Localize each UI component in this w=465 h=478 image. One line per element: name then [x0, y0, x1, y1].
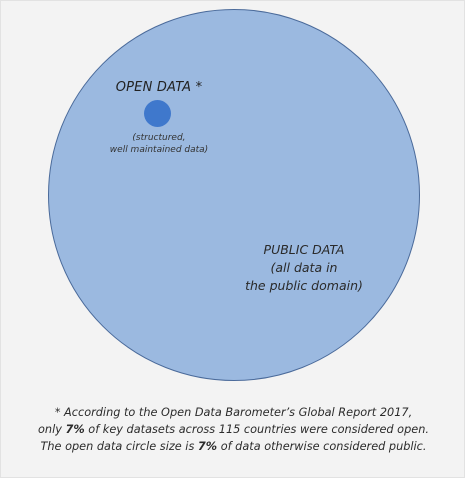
public-data-description-line2: the public domain) [245, 278, 363, 293]
public-data-title: PUBLIC DATA [263, 242, 345, 257]
public-data-circle [48, 9, 420, 381]
open-data-description-line2: well maintained data) [109, 145, 209, 155]
footnote-line3-pre: The open data circle size is [40, 440, 198, 453]
footnote-line2: only 7% of key datasets across 115 count… [9, 421, 458, 438]
public-data-label: PUBLIC DATA (all data in the public doma… [234, 241, 374, 295]
footnote-line1: * According to the Open Data Barometer’s… [54, 406, 413, 419]
open-data-circle [144, 100, 171, 127]
footnote: * According to the Open Data Barometer’s… [9, 404, 458, 455]
public-data-description-line1: (all data in [270, 260, 338, 275]
open-data-title: OPEN DATA * [115, 80, 203, 95]
footnote-percent-size: 7% [197, 440, 218, 453]
footnote-line2-pre: only [38, 423, 66, 436]
footnote-line2-post: of key datasets across 115 countries wer… [84, 423, 429, 436]
footnote-percent-open: 7% [65, 423, 85, 436]
footnote-line3: The open data circle size is 7% of data … [9, 438, 458, 455]
footnote-line3-post: of data otherwise considered public. [217, 440, 427, 453]
open-data-description-line1: (structured, [132, 133, 186, 143]
open-data-description: (structured, well maintained data) [93, 132, 225, 156]
